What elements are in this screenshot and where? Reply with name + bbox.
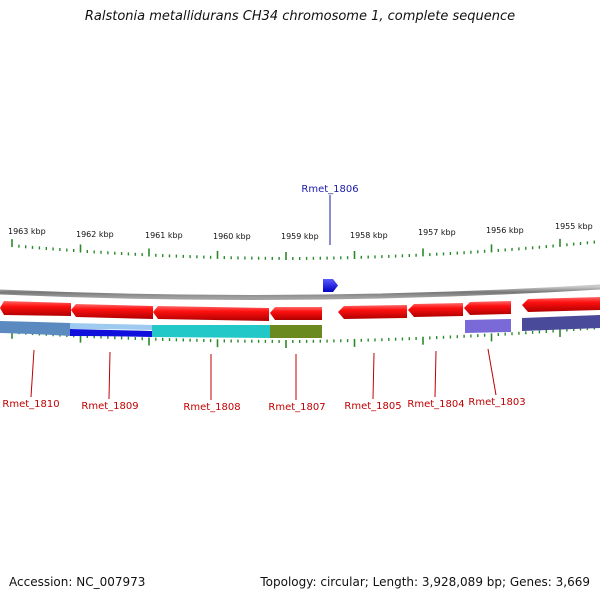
gene-arrow-rmet-1803[interactable] bbox=[464, 301, 511, 315]
gene-arrow-rmet-1809[interactable] bbox=[71, 304, 153, 319]
gene-arrow-rmet-1804[interactable] bbox=[408, 303, 463, 317]
gene-label-rmet-1806[interactable]: Rmet_1806 bbox=[301, 184, 358, 195]
scale-label: 1955 kbp bbox=[555, 222, 593, 231]
scale-ticks-top bbox=[11, 238, 595, 260]
gene-arrow-rmet-1810[interactable] bbox=[0, 301, 71, 316]
scale-label: 1959 kbp bbox=[281, 232, 319, 241]
feature-block[interactable] bbox=[70, 329, 152, 337]
gene-label-rmet-1803[interactable]: Rmet_1803 bbox=[468, 397, 525, 408]
feature-block[interactable] bbox=[270, 325, 322, 338]
feature-block[interactable] bbox=[465, 319, 511, 333]
feature-block bbox=[70, 323, 152, 330]
gene-arrow-rmet-1806[interactable] bbox=[323, 279, 338, 292]
scale-label: 1957 kbp bbox=[418, 228, 456, 237]
scale-label: 1963 kbp bbox=[8, 227, 46, 236]
chromosome-backbone bbox=[0, 284, 600, 300]
gene-label-rmet-1805[interactable]: Rmet_1805 bbox=[344, 401, 401, 412]
gene-arrow-next[interactable] bbox=[522, 297, 600, 312]
feature-block[interactable] bbox=[0, 321, 70, 336]
gene-label-rmet-1804[interactable]: Rmet_1804 bbox=[407, 399, 464, 410]
feature-block[interactable] bbox=[152, 325, 270, 338]
gene-label-rmet-1810[interactable]: Rmet_1810 bbox=[2, 399, 59, 410]
map-title: Ralstonia metallidurans CH34 chromosome … bbox=[84, 9, 516, 24]
scale-label: 1956 kbp bbox=[486, 226, 524, 235]
topology-summary: Topology: circular; Length: 3,928,089 bp… bbox=[260, 575, 590, 589]
scale-label: 1961 kbp bbox=[145, 231, 183, 240]
scale-ticks-bottom bbox=[11, 326, 595, 348]
scale-label: 1958 kbp bbox=[350, 231, 388, 240]
gene-arrow-rmet-1808[interactable] bbox=[153, 306, 269, 321]
gene-leaders bbox=[30, 348, 497, 400]
scale-labels: 1963 kbp 1962 kbp 1961 kbp 1960 kbp 1959… bbox=[8, 222, 593, 241]
gene-arrow-rmet-1805[interactable] bbox=[338, 305, 407, 319]
gene-labels: Rmet_1810 Rmet_1809 Rmet_1808 Rmet_1807 … bbox=[2, 397, 525, 413]
scale-label: 1962 kbp bbox=[76, 230, 114, 239]
feature-track bbox=[0, 315, 600, 338]
accession-text: Accession: NC_007973 bbox=[9, 575, 146, 589]
gene-label-rmet-1808[interactable]: Rmet_1808 bbox=[183, 402, 240, 413]
gene-label-rmet-1809[interactable]: Rmet_1809 bbox=[81, 401, 138, 412]
reverse-gene-arrows bbox=[0, 297, 600, 321]
feature-block[interactable] bbox=[522, 315, 600, 331]
gene-label-rmet-1807[interactable]: Rmet_1807 bbox=[268, 402, 325, 413]
gene-arrow-rmet-1807[interactable] bbox=[270, 307, 322, 320]
scale-label: 1960 kbp bbox=[213, 232, 251, 241]
